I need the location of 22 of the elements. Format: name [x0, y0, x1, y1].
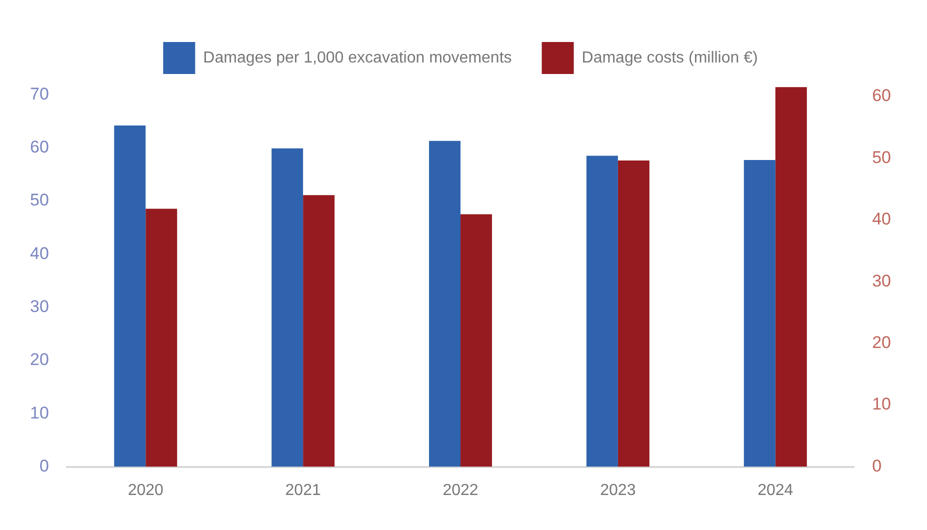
y-tick-label: 60	[30, 137, 49, 156]
y2-tick-label: 0	[872, 456, 882, 476]
legend-label: Damages per 1,000 excavation movements	[203, 49, 512, 66]
y-tick-label: 0	[39, 456, 49, 476]
y-tick-label: 40	[30, 244, 49, 263]
y-tick-label: 50	[30, 190, 49, 210]
y2-tick-label: 20	[872, 333, 892, 352]
x-tick-label: 2023	[600, 482, 636, 499]
x-tick-label: 2024	[758, 482, 794, 499]
y-tick-label: 70	[30, 84, 49, 104]
x-tick-label: 2020	[128, 482, 164, 499]
y2-tick-label: 30	[872, 271, 892, 290]
y2-tick-label: 40	[872, 210, 892, 229]
y-tick-label: 10	[30, 403, 49, 422]
y2-tick-label: 60	[872, 86, 892, 106]
y2-tick-label: 50	[872, 148, 892, 167]
y-tick-label: 30	[30, 296, 49, 316]
y2-tick-label: 10	[872, 394, 892, 414]
legend-label: Damage costs (million €)	[582, 49, 758, 66]
x-tick-label: 2021	[285, 482, 321, 499]
y-tick-label: 20	[30, 350, 49, 370]
x-tick-label: 2022	[442, 482, 478, 499]
